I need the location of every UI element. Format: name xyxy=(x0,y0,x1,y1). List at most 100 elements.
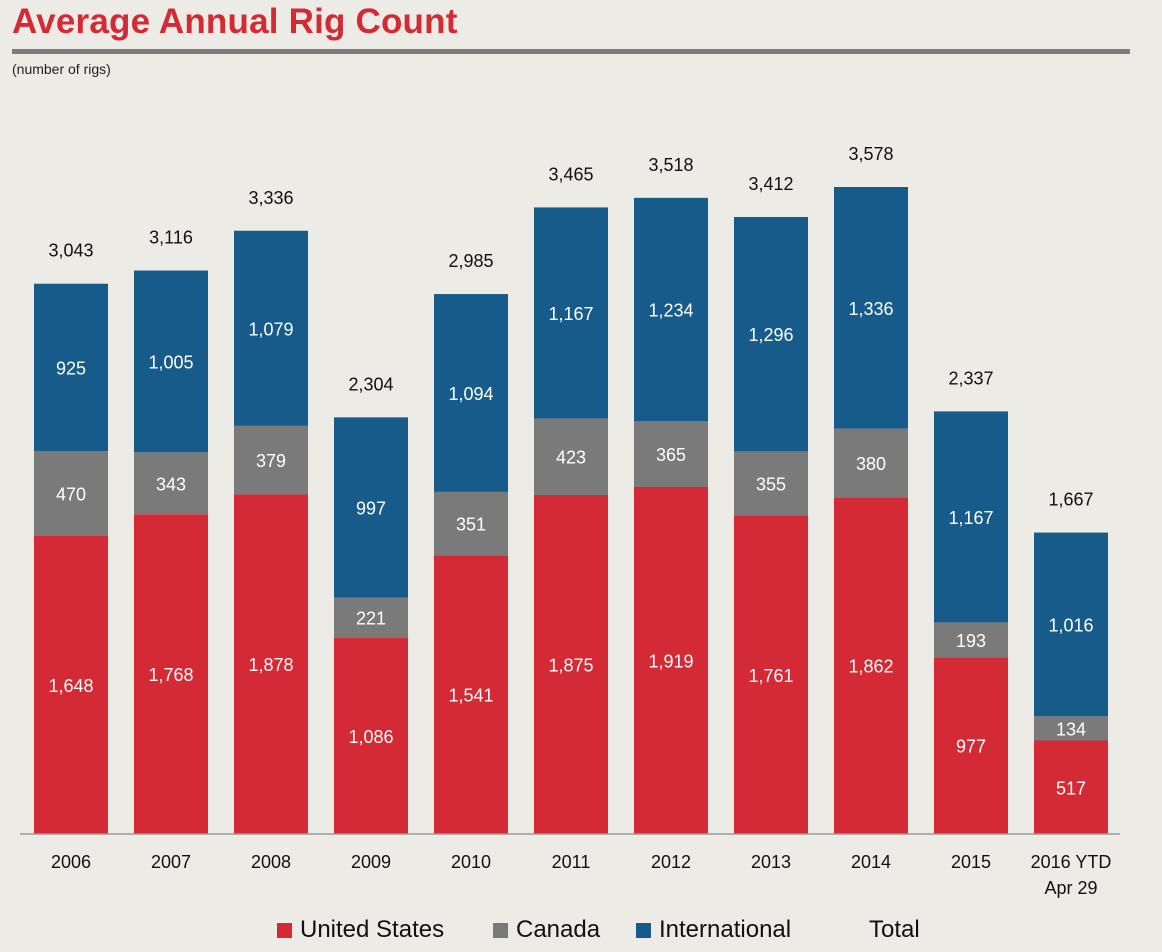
legend-item-canada: Canada xyxy=(493,916,600,944)
legend-label-total: Total xyxy=(869,916,920,943)
bar-international-2008 xyxy=(234,230,308,426)
data-label-international-2014: 1,336 xyxy=(848,299,893,319)
bar-international-2009 xyxy=(334,417,408,598)
bar-canada-2006 xyxy=(34,451,108,536)
bar-canada-2012 xyxy=(634,420,708,487)
data-label-canada-2009: 221 xyxy=(356,609,386,629)
bar-canada-2016-ytd xyxy=(1034,716,1108,741)
total-label-2015: 2,337 xyxy=(948,368,993,388)
data-label-canada-2010: 351 xyxy=(456,515,486,535)
bar-united-states-2012 xyxy=(634,486,708,834)
total-label-2006: 3,043 xyxy=(48,241,93,261)
data-label-international-2006: 925 xyxy=(56,358,86,378)
bar-canada-2013 xyxy=(734,451,808,516)
data-label-united-states-2014: 1,862 xyxy=(848,657,893,677)
data-label-canada-2013: 355 xyxy=(756,474,786,494)
bar-canada-2011 xyxy=(534,418,608,495)
x-tick-label-2015: 2015 xyxy=(951,852,991,872)
legend-label-canada: Canada xyxy=(516,916,601,943)
x-tick-label-2014: 2014 xyxy=(851,852,891,872)
data-label-international-2013: 1,296 xyxy=(748,325,793,345)
bar-international-2010 xyxy=(434,294,508,492)
data-label-international-2010: 1,094 xyxy=(448,384,493,404)
data-label-united-states-2013: 1,761 xyxy=(748,666,793,686)
x-tick-label-2013: 2013 xyxy=(751,852,791,872)
bar-canada-2008 xyxy=(234,425,308,495)
data-label-canada-2007: 343 xyxy=(156,474,186,494)
x-tick-label-2016-ytd-line2: Apr 29 xyxy=(1044,878,1097,898)
x-tick-label-2016-ytd: 2016 YTD xyxy=(1031,852,1112,872)
data-label-international-2008: 1,079 xyxy=(248,319,293,339)
bar-united-states-2009 xyxy=(334,637,408,834)
data-label-united-states-2010: 1,541 xyxy=(448,686,493,706)
legend-item-united-states: United States xyxy=(277,916,444,944)
bar-canada-2015 xyxy=(934,622,1008,658)
bar-canada-2014 xyxy=(834,428,908,498)
bar-united-states-2014 xyxy=(834,497,908,834)
x-tick-label-2009: 2009 xyxy=(351,852,391,872)
data-label-international-2015: 1,167 xyxy=(948,508,993,528)
total-label-2014: 3,578 xyxy=(848,144,893,164)
x-tick-label-2012: 2012 xyxy=(651,852,691,872)
legend-swatch-canada xyxy=(493,922,508,938)
bar-united-states-2011 xyxy=(534,494,608,834)
bar-united-states-2016-ytd xyxy=(1034,740,1108,834)
data-label-united-states-2011: 1,875 xyxy=(548,655,593,675)
total-label-2011: 3,465 xyxy=(548,164,593,184)
total-label-2008: 3,336 xyxy=(248,188,293,208)
total-label-2007: 3,116 xyxy=(149,228,193,248)
data-label-international-2016-ytd: 1,016 xyxy=(1048,615,1093,635)
data-label-united-states-2012: 1,919 xyxy=(648,651,693,671)
chart-subtitle: (number of rigs) xyxy=(12,61,111,77)
legend-item-international: International xyxy=(636,916,791,944)
x-tick-label-2006: 2006 xyxy=(51,852,91,872)
total-label-2013: 3,412 xyxy=(748,174,793,194)
bar-international-2016-ytd xyxy=(1034,532,1108,717)
bar-canada-2010 xyxy=(434,491,508,556)
data-label-canada-2011: 423 xyxy=(556,448,586,468)
bar-international-2011 xyxy=(534,207,608,419)
bar-united-states-2008 xyxy=(234,494,308,834)
chart-title: Average Annual Rig Count xyxy=(12,2,458,41)
total-label-2012: 3,518 xyxy=(648,155,693,175)
data-label-canada-2016-ytd: 134 xyxy=(1056,719,1086,739)
bar-canada-2009 xyxy=(334,597,408,638)
legend-label-united-states: United States xyxy=(300,916,445,943)
bar-international-2015 xyxy=(934,411,1008,623)
data-label-international-2009: 997 xyxy=(356,499,386,519)
title-divider xyxy=(12,49,1130,54)
data-label-united-states-2015: 977 xyxy=(956,737,986,757)
legend-swatch-united-states xyxy=(277,922,292,938)
bar-international-2013 xyxy=(734,217,808,452)
bar-canada-2007 xyxy=(134,452,208,515)
bar-international-2007 xyxy=(134,270,208,453)
legend-swatch-international xyxy=(636,922,651,938)
bar-united-states-2013 xyxy=(734,515,808,834)
legend-label-international: International xyxy=(659,916,792,943)
data-label-united-states-2007: 1,768 xyxy=(148,665,193,685)
x-tick-label-2010: 2010 xyxy=(451,852,491,872)
data-label-united-states-2009: 1,086 xyxy=(348,727,393,747)
bar-international-2012 xyxy=(634,197,708,421)
data-label-canada-2015: 193 xyxy=(956,631,986,651)
bar-united-states-2015 xyxy=(934,657,1008,834)
data-label-international-2011: 1,167 xyxy=(548,304,593,324)
total-label-2009: 2,304 xyxy=(348,374,393,394)
bar-international-2006 xyxy=(34,283,108,452)
data-label-international-2007: 1,005 xyxy=(148,352,193,372)
data-label-united-states-2016-ytd: 517 xyxy=(1056,778,1086,798)
total-label-2010: 2,985 xyxy=(448,251,493,271)
data-label-canada-2008: 379 xyxy=(256,451,286,471)
bar-united-states-2010 xyxy=(434,555,508,834)
x-tick-label-2011: 2011 xyxy=(552,852,591,872)
bar-united-states-2007 xyxy=(134,514,208,834)
data-label-united-states-2006: 1,648 xyxy=(48,676,93,696)
data-label-united-states-2008: 1,878 xyxy=(248,655,293,675)
bar-united-states-2006 xyxy=(34,535,108,834)
legend-item-total: Total xyxy=(869,916,920,944)
total-label-2016-ytd: 1,667 xyxy=(1048,490,1093,510)
chart-legend: United States Canada International Total xyxy=(0,912,1162,952)
stacked-bar-chart: 1,648 470 925 3,043 2006 1,768 343 1,005 3,116 20… xyxy=(20,144,1120,898)
x-tick-label-2008: 2008 xyxy=(251,852,291,872)
data-label-canada-2014: 380 xyxy=(856,454,886,474)
